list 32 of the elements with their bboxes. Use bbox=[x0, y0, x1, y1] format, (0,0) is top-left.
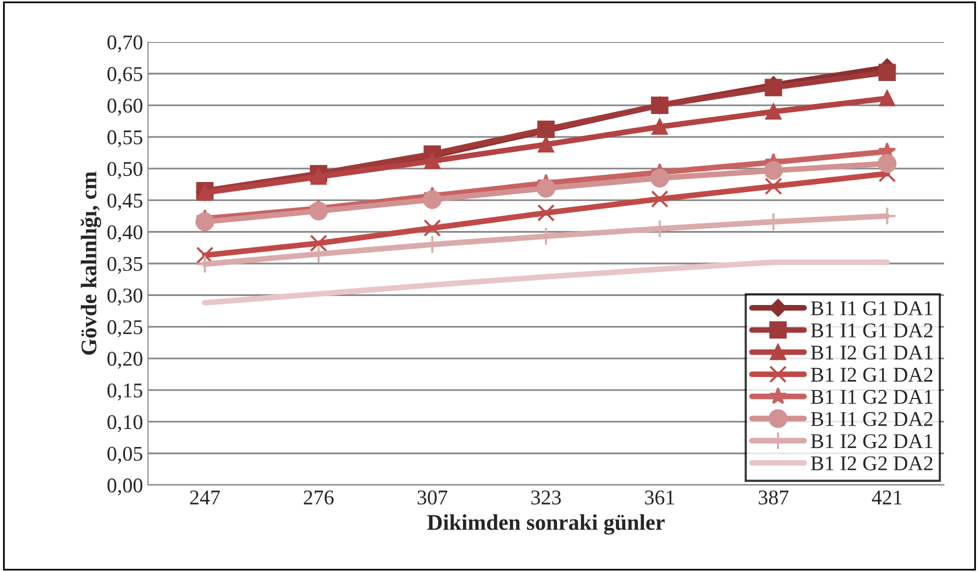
y-tick-label: 0,25 bbox=[107, 320, 142, 338]
legend-label: B1 I2 G1 DA2 bbox=[810, 368, 932, 382]
x-tick-label: 361 bbox=[645, 490, 674, 505]
y-tick-label: 0,05 bbox=[107, 446, 142, 464]
y-axis-title: Gövde kalınlığı, cm bbox=[80, 172, 102, 355]
y-tick-label: 0,10 bbox=[107, 415, 142, 432]
legend-label: B1 I1 G2 DA1 bbox=[810, 390, 932, 404]
y-tick-label: 0,15 bbox=[107, 383, 142, 401]
y-tick-label: 0,50 bbox=[107, 162, 142, 180]
legend-label: B1 I2 G2 DA1 bbox=[810, 434, 932, 448]
x-tick-label: 323 bbox=[531, 490, 561, 505]
x-tick-label: 421 bbox=[872, 490, 902, 504]
y-tick-label: 0,20 bbox=[107, 352, 142, 369]
legend-label: B1 I1 G2 DA2 bbox=[810, 412, 932, 426]
y-tick-label: 0,00 bbox=[107, 478, 142, 496]
legend-label: B1 I2 G1 DA1 bbox=[810, 346, 932, 360]
legend-label: B1 I2 G2 DA2 bbox=[810, 456, 932, 470]
x-tick-label: 276 bbox=[304, 490, 334, 505]
y-tick-label: 0,55 bbox=[107, 130, 142, 148]
x-tick-label: 307 bbox=[418, 490, 448, 505]
x-tick-label: 387 bbox=[758, 490, 788, 505]
x-tick-label: 247 bbox=[190, 490, 220, 504]
y-tick-label: 0,60 bbox=[107, 98, 142, 116]
y-tick-label: 0,30 bbox=[107, 288, 142, 306]
legend-label: B1 I1 G1 DA1 bbox=[810, 301, 932, 316]
x-axis-title: Dikimden sonraki günler bbox=[427, 514, 665, 535]
y-tick-label: 0,45 bbox=[107, 194, 142, 211]
legend-label: B1 I1 G1 DA2 bbox=[810, 323, 932, 338]
y-tick-label: 0,70 bbox=[107, 35, 142, 52]
y-tick-label: 0,35 bbox=[107, 256, 142, 274]
y-tick-label: 0,65 bbox=[107, 67, 142, 84]
y-tick-label: 0,40 bbox=[107, 225, 142, 242]
